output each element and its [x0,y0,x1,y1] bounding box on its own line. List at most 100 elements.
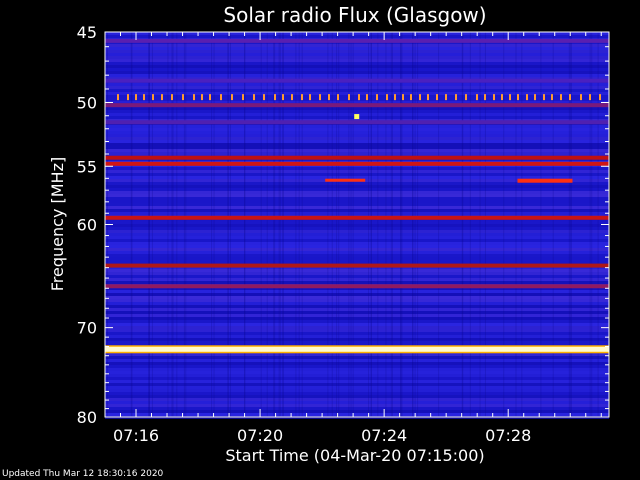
burst-dot [580,94,582,101]
noise-row [105,329,609,332]
burst-dot [201,94,203,101]
burst-dot [348,94,350,101]
noise-row [105,293,609,296]
noise-row [105,410,609,413]
noise-row [105,65,609,68]
noise-column [479,32,481,417]
noise-row [105,152,609,155]
noise-row [105,128,609,131]
noise-column [148,32,150,417]
noise-row [105,407,609,410]
noise-column [211,32,213,417]
burst-dot [135,94,137,101]
noise-column [597,32,599,417]
emission-band [105,120,609,125]
noise-column [348,32,350,417]
burst-dot [171,94,173,101]
noise-column [336,32,338,417]
burst-dot [274,94,276,101]
burst-dot [410,94,412,101]
noise-column [148,32,150,417]
noise-row [105,71,609,74]
noise-row [105,170,609,173]
y-tick-label: 70 [77,319,97,338]
burst-dot [476,94,478,101]
noise-row [105,83,609,86]
noise-column [350,32,352,417]
burst-dot [366,94,368,101]
burst-dot [220,94,222,101]
noise-row [105,191,609,194]
noise-column [183,32,185,417]
noise-row [105,74,609,77]
noise-row [105,281,609,284]
noise-row [105,221,609,224]
burst-dot [309,94,311,101]
noise-column [461,32,463,417]
noise-row [105,377,609,380]
noise-row [105,212,609,215]
noise-column [338,32,340,417]
emission-bands [105,38,609,354]
noise-row [105,248,609,251]
noise-row [105,47,609,50]
noise-column [370,32,372,417]
noise-row [105,380,609,383]
noise-column [131,32,133,417]
noise-column [438,32,440,417]
noise-column [295,32,297,417]
noise-row [105,314,609,317]
burst-dot [526,94,528,101]
burst-dot [301,94,303,101]
emission-band [105,78,609,83]
noise-column [229,32,231,417]
noise-row [105,269,609,272]
noise-row [105,149,609,152]
noise-row [105,101,609,104]
noise-column [244,32,246,417]
noise-column [469,32,471,417]
noise-row [105,167,609,170]
noise-row [105,389,609,392]
noise-column [412,32,414,417]
noise-row [105,146,609,149]
burst-dot [209,94,211,101]
noise-column [462,32,464,417]
burst-streak [517,178,573,183]
noise-row [105,134,609,137]
burst-dot [386,94,388,101]
noise-row [105,257,609,260]
burst-dot [231,94,233,101]
noise-row [105,383,609,386]
noise-row [105,185,609,188]
noise-column [503,32,505,417]
noise-row [105,125,609,128]
burst-dot [337,94,339,101]
emission-band [105,284,609,289]
noise-row [105,374,609,377]
noise-column [591,32,593,417]
plot-area [105,32,609,419]
emission-band [105,38,609,43]
noise-row [105,194,609,197]
noise-column [540,32,542,417]
burst-dot [253,94,255,101]
noise-column [484,32,486,417]
noise-column [570,32,572,417]
noise-row [105,254,609,257]
noise-column [352,32,354,417]
noise-row [105,398,609,401]
noise-row [105,359,609,362]
burst-dot [484,94,486,101]
noise-column [130,32,132,417]
noise-row [105,209,609,212]
noise-row [105,287,609,290]
noise-row [105,110,609,113]
noise-column [301,32,303,417]
emission-band [105,263,609,268]
burst-dot [291,94,293,101]
noise-row [105,299,609,302]
noise-column [171,32,173,417]
noise-row [105,404,609,407]
noise-row [105,323,609,326]
